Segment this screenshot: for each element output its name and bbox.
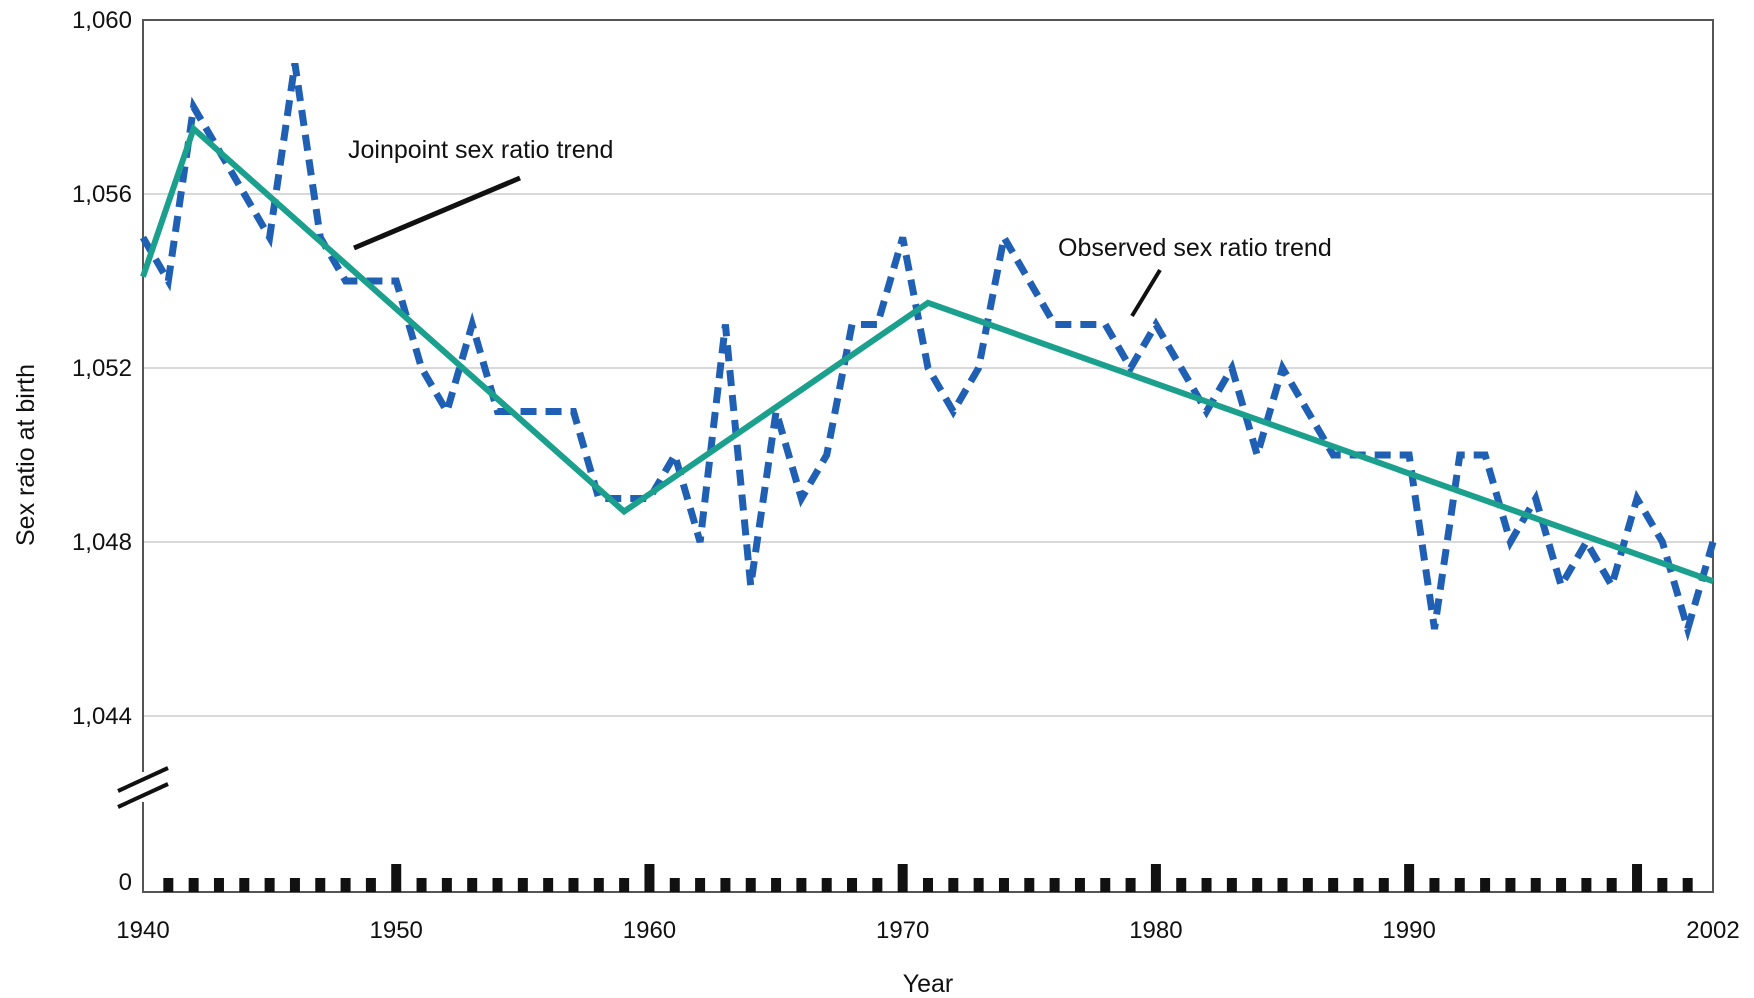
x-tick-label: 1970	[876, 917, 929, 944]
axis-break-icon	[112, 766, 172, 809]
baseline-bar	[1024, 878, 1035, 892]
observed-annotation-leader	[1130, 268, 1162, 318]
y-axis-title: Sex ratio at birth	[12, 364, 40, 546]
baseline-bar	[1556, 878, 1567, 892]
baseline-bar	[1328, 878, 1339, 892]
baseline-bar	[416, 878, 427, 892]
baseline-bar	[1074, 878, 1085, 892]
baseline-bar	[1226, 878, 1237, 892]
baseline-bar	[1682, 878, 1693, 892]
baseline-bar	[897, 864, 908, 892]
x-tick-label: 1980	[1129, 917, 1182, 944]
x-tick-label: 1940	[116, 917, 169, 944]
observed-annotation: Observed sex ratio trend	[1058, 234, 1332, 262]
baseline-bar	[1378, 878, 1389, 892]
baseline-bar	[1454, 878, 1465, 892]
baseline-bar	[340, 878, 351, 892]
series-lines	[139, 62, 1717, 642]
baseline-bar	[163, 878, 174, 892]
baseline-bar	[188, 878, 199, 892]
baseline-bar	[289, 878, 300, 892]
baseline-bar	[1606, 878, 1617, 892]
baseline-bar	[1302, 878, 1313, 892]
y-tick-label: 1,044	[72, 703, 132, 730]
baseline-bar	[1404, 864, 1415, 892]
baseline-bar	[1201, 878, 1212, 892]
baseline-bar	[923, 878, 933, 892]
baseline-bar	[847, 878, 858, 892]
joinpoint-annotation: Joinpoint sex ratio trend	[348, 136, 613, 164]
x-tick-label: 2002	[1686, 917, 1739, 944]
baseline-bar	[315, 878, 326, 892]
baseline-bar	[568, 878, 579, 892]
joinpoint-annotation-leader	[353, 175, 521, 251]
y-zero-label: 0	[119, 869, 132, 896]
baseline-bar	[467, 878, 478, 892]
x-tick-label: 1960	[623, 917, 676, 944]
baseline-bar	[1530, 878, 1541, 892]
baseline-bar	[593, 878, 604, 892]
baseline-bar	[745, 878, 756, 892]
baseline-bar	[720, 878, 731, 892]
baseline-bar	[1125, 878, 1136, 892]
baseline-bar	[619, 878, 630, 892]
observed-series-line	[139, 62, 1717, 642]
baseline-bar	[1429, 878, 1440, 892]
x-tick-label: 1990	[1382, 917, 1435, 944]
baseline-bar	[365, 878, 376, 892]
baseline-bar	[264, 878, 275, 892]
y-tick-label: 1,056	[72, 181, 132, 208]
baseline-bar	[1353, 878, 1364, 892]
baseline-bar	[695, 878, 706, 892]
baseline-bar	[1100, 878, 1111, 892]
baseline-bar	[391, 864, 402, 892]
baseline-bar	[492, 878, 503, 892]
baseline-bar	[1252, 878, 1263, 892]
baseline-bar	[998, 878, 1009, 892]
baseline-bar	[872, 878, 883, 892]
joinpoint-series-line	[140, 123, 1715, 585]
baseline-bar	[973, 878, 984, 892]
baseline-bar	[948, 878, 959, 892]
baseline-bar	[441, 878, 452, 892]
baseline-bar	[239, 878, 250, 892]
baseline-bar	[669, 878, 680, 892]
baseline-bar	[796, 878, 807, 892]
baseline-bar	[1657, 878, 1668, 892]
x-tick-label: 1950	[370, 917, 423, 944]
y-tick-label: 1,060	[72, 7, 132, 34]
baseline-bar	[1049, 878, 1060, 892]
baseline-bar	[213, 878, 224, 892]
baseline-bars	[163, 864, 1693, 892]
y-tick-label: 1,048	[72, 529, 132, 556]
baseline-bar	[1277, 878, 1288, 892]
baseline-bar	[771, 878, 782, 892]
x-axis-title: Year	[903, 970, 954, 998]
y-tick-label: 1,052	[72, 355, 132, 382]
baseline-bar	[644, 864, 655, 892]
baseline-bar	[1632, 864, 1643, 892]
baseline-bar	[1581, 878, 1592, 892]
baseline-bar	[821, 878, 832, 892]
baseline-bar	[1480, 878, 1491, 892]
baseline-bar	[517, 878, 528, 892]
baseline-bar	[543, 878, 554, 892]
baseline-bar	[1505, 878, 1516, 892]
y-tick-labels: 1,044 1,048 1,052 1,056 1,060	[72, 7, 132, 730]
baseline-bar	[1150, 864, 1161, 892]
baseline-bar	[1176, 878, 1187, 892]
x-tick-labels: 1940 1950 1960 1970 1980 1990 2002	[116, 917, 1739, 944]
